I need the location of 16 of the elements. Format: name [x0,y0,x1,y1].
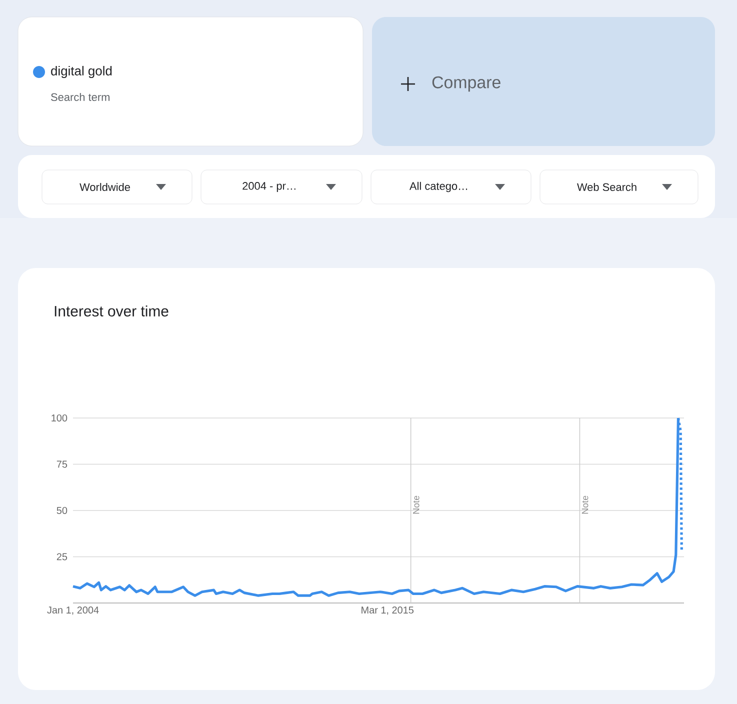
chart-title: Interest over time [54,306,168,316]
text: 2004 - pr… [242,182,296,192]
text: All catego… [409,182,468,192]
text: Worldwide [80,182,130,192]
x-tick-label: Mar 1, 2015 [362,606,414,615]
x-tick-label: Jan 1, 2004 [47,606,99,615]
legend-label: digital gold [51,66,112,78]
text: Web Search [577,182,636,192]
y-tick-label: 25 [56,553,68,560]
ref-line-label: Note [413,496,420,514]
ref-line-label: Note [582,496,588,514]
text: Compare [432,76,500,92]
y-tick-label: 75 [56,460,68,468]
text: Search term [51,92,110,102]
y-tick-label: 100 [52,414,68,422]
y-tick-label: 50 [56,506,68,514]
